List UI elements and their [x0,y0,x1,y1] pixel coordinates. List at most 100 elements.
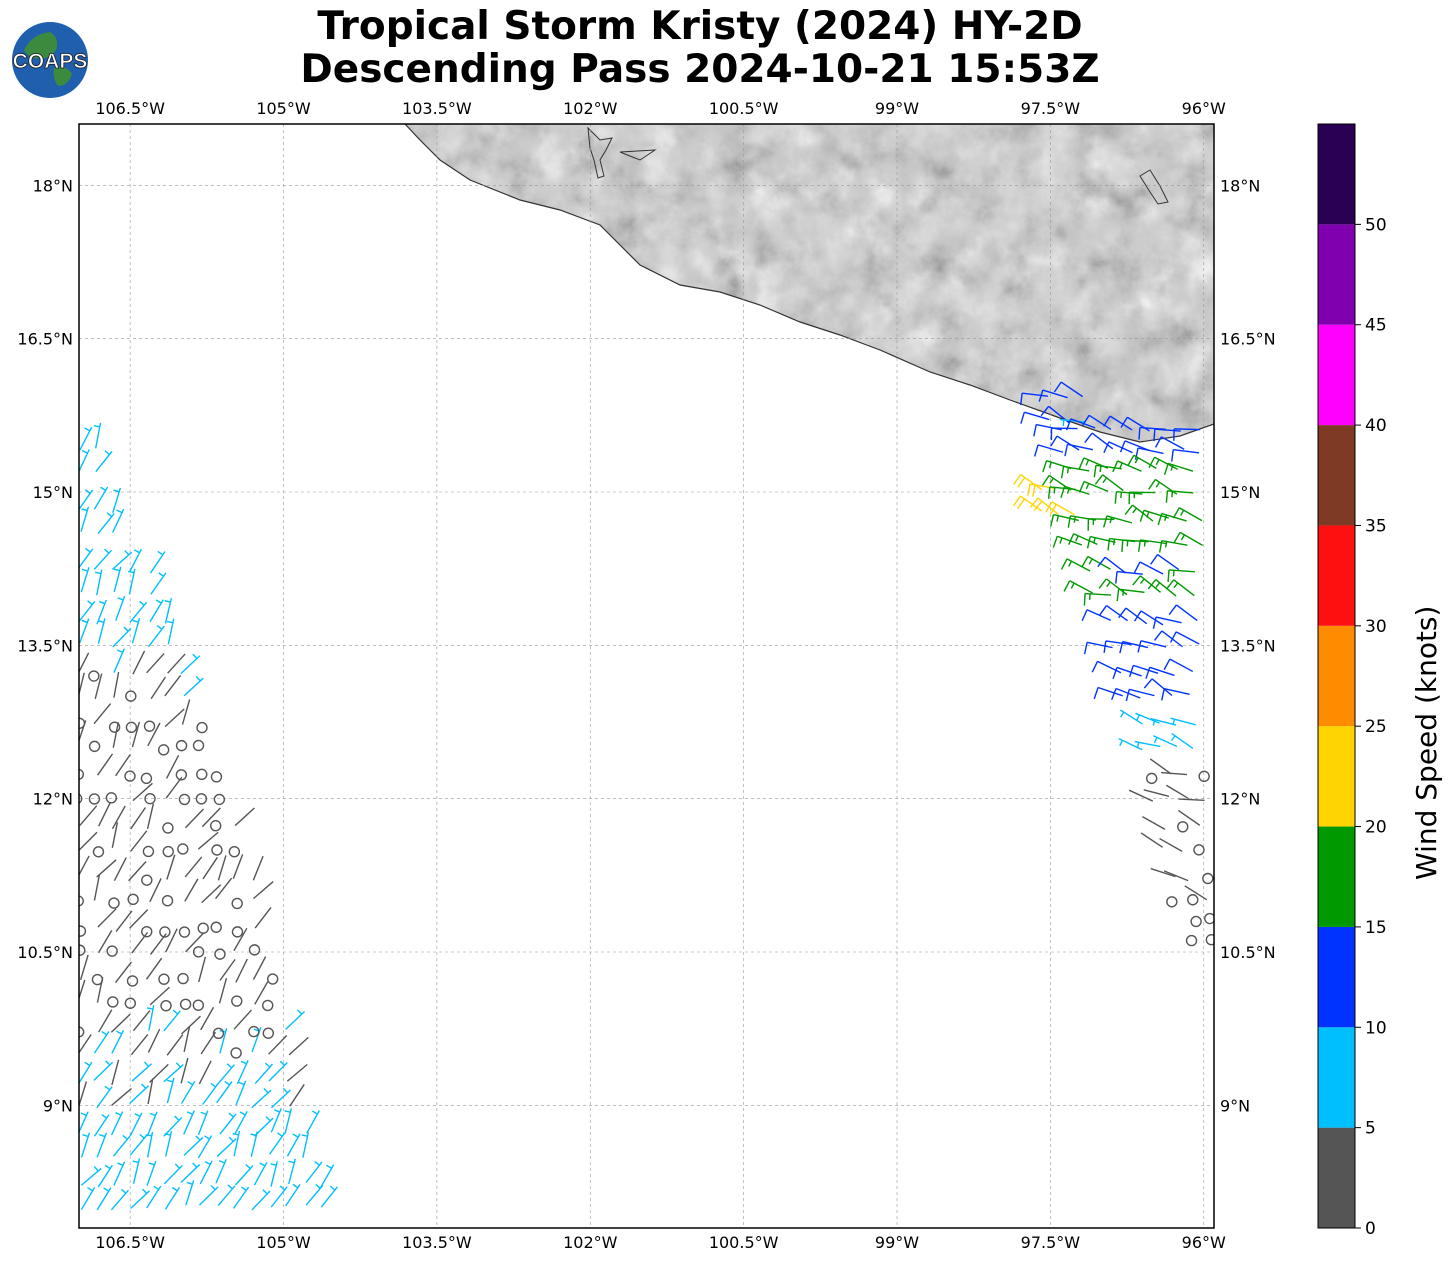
wind-barb [1038,389,1068,402]
wind-barb [270,1185,288,1208]
lon-tick-label: 97.5°W [1021,1233,1081,1252]
graticule [79,124,1214,1228]
wind-barb [111,1029,125,1054]
wind-barb [185,1180,195,1206]
wind-barb [181,1015,201,1035]
wind-barb [132,1158,141,1184]
colorbar-bin [1318,525,1355,626]
colorbar-bin [1318,625,1355,727]
colorbar-bin [1318,1127,1355,1228]
wind-barb [132,650,146,675]
wind-barb [96,859,117,878]
colorbar-title: Wind Speed (knots) [1410,605,1443,880]
colorbar-bin [1318,926,1355,1028]
calm-wind-marker [124,997,137,1009]
wind-barb [1159,837,1183,852]
wind-barb [98,802,111,827]
wind-barb [150,572,167,595]
lon-tick-label: 96°W [1182,1233,1226,1252]
wind-barb [80,567,90,593]
wind-barb [233,927,248,952]
wind-barb [288,1036,309,1056]
wind-barb [253,881,274,900]
lon-tick-label: 103.5°W [402,1233,472,1252]
calm-wind-marker [79,793,83,804]
tick-labels: 106.5°W 106.5°W 105°W 105°W 103.5°W 103.5°W 10… [17,99,1275,1252]
wind-barb [1150,867,1176,878]
calm-wind-marker [197,922,209,934]
calm-wind-marker [211,844,223,856]
wind-barb [270,1108,282,1133]
calm-wind-marker [1205,934,1214,946]
map-title-line-1: Tropical Storm Kristy (2024) HY-2D [317,4,1083,49]
calm-wind-marker [88,793,101,805]
wind-barb [253,1162,268,1186]
colorbar-tick-label: 0 [1365,1219,1376,1239]
wind-barb [252,855,264,881]
wind-barb [1119,640,1149,654]
wind-barb [1078,480,1109,493]
wind-barb [97,1164,113,1188]
colorbar-tick-label: 50 [1365,215,1387,235]
wind-barb [111,549,133,571]
wind-barb [80,1132,91,1158]
wind-barb [80,506,90,532]
wind-barb [254,981,269,1005]
wind-barb [217,855,227,881]
wind-barb [111,1087,132,1106]
calm-wind-marker [105,792,118,804]
wind-barb [1093,686,1123,700]
calm-wind-marker [88,740,101,753]
wind-barb [305,1160,323,1184]
calm-wind-marker [144,792,156,805]
wind-barb [270,1087,291,1109]
wind-barb [1177,809,1201,826]
wind-barb [219,958,236,981]
colorbar-tick-label: 15 [1365,918,1387,938]
lon-tick-label: 99°W [875,99,919,118]
calm-wind-marker [195,793,208,805]
calm-wind-marker [79,1026,85,1038]
wind-barb [1161,771,1188,776]
lon-tick-label: 102°W [563,1233,618,1252]
wind-barb [163,1062,184,1083]
wind-barb [93,1114,110,1137]
colorbar-bin [1318,224,1355,325]
calm-wind-marker [91,973,104,986]
lon-tick-label: 106.5°W [95,1233,165,1252]
wind-barb [234,807,255,827]
wind-barb [146,803,155,830]
wind-barb [289,1084,305,1107]
wind-barb [1143,789,1170,798]
lat-tick-label: 16.5°N [17,330,73,349]
wind-barb [1020,411,1050,424]
wind-barb [1103,441,1133,454]
wind-barb [1147,579,1177,597]
wind-barb [79,805,98,826]
wind-barb [1134,740,1161,749]
lat-tick-label: 15°N [33,483,73,502]
wind-barb [1171,448,1200,462]
wind-barb [112,1134,131,1157]
calm-wind-marker [1198,770,1210,783]
wind-barb [202,856,218,880]
wind-barb [217,1184,236,1207]
wind-barb [198,1184,219,1206]
wind-barb [79,855,90,877]
wind-barb [163,1009,181,1032]
wind-barb [147,1028,161,1053]
wind-barb [201,884,222,904]
wind-barb [183,1026,191,1052]
wind-barb [112,626,132,648]
wind-barb [216,1080,233,1104]
wind-barb [79,600,96,623]
calm-wind-marker [143,720,156,732]
wind-barb [268,1034,288,1055]
wind-barb [1103,515,1133,528]
globe-logo-icon: COAPS [12,22,88,98]
calm-wind-marker [79,944,86,956]
calm-wind-marker [141,874,153,886]
wind-barb [79,449,90,473]
wind-barb [270,1161,278,1187]
wind-barb [180,1162,201,1184]
